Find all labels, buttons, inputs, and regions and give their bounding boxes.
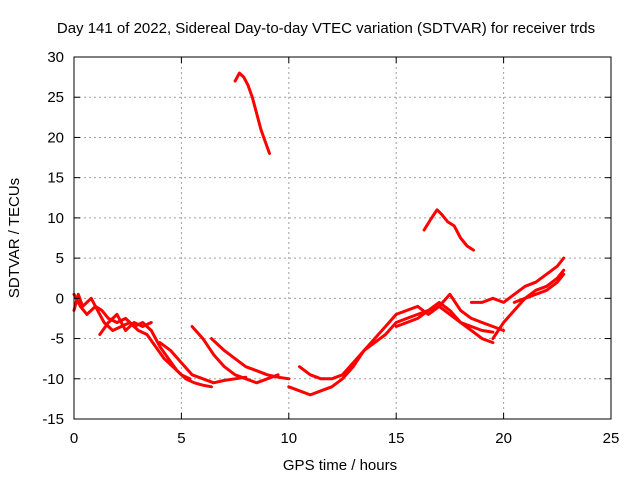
series-arc-12 xyxy=(491,272,566,341)
series-arc-9 xyxy=(298,300,495,381)
y-tick-label: 30 xyxy=(47,49,64,66)
x-tick-label: 15 xyxy=(388,430,405,447)
y-tick-labels: -15 -10 -5 0 5 10 15 20 25 30 xyxy=(42,49,64,428)
y-tick-label: 20 xyxy=(47,129,64,146)
series-arc-13 xyxy=(469,256,566,304)
series-arc-10 xyxy=(394,292,506,332)
x-tick-label: 5 xyxy=(177,430,185,447)
series-arc-11 xyxy=(422,208,475,252)
grid xyxy=(74,57,611,419)
series-arc-7 xyxy=(233,71,271,155)
y-tick-label: -5 xyxy=(51,331,64,348)
x-tick-labels: 0 5 10 15 20 25 xyxy=(70,430,620,447)
x-tick-label: 10 xyxy=(280,430,297,447)
y-tick-label: -15 xyxy=(42,411,64,428)
chart-title: Day 141 of 2022, Sidereal Day-to-day VTE… xyxy=(57,20,595,37)
x-tick-label: 25 xyxy=(603,430,620,447)
y-axis-label: SDTVAR / TECUs xyxy=(6,178,23,298)
x-axis-label: GPS time / hours xyxy=(283,457,397,474)
series-arc-8 xyxy=(287,304,495,397)
y-tick-label: 25 xyxy=(47,89,64,106)
y-tick-label: 0 xyxy=(56,290,64,307)
series-arc-3 xyxy=(98,312,153,336)
series-arc-4 xyxy=(158,341,248,385)
x-tick-label: 0 xyxy=(70,430,78,447)
series-arc-14 xyxy=(512,268,566,304)
y-tick-label: 15 xyxy=(47,170,64,187)
series-arc-6 xyxy=(210,337,291,381)
y-tick-label: 10 xyxy=(47,210,64,227)
series-arc-5 xyxy=(190,325,280,385)
series-group xyxy=(72,71,566,397)
series-arc-2 xyxy=(72,292,192,381)
plot-frame xyxy=(73,56,612,420)
y-tick-label: 5 xyxy=(56,250,64,267)
y-tick-label: -10 xyxy=(42,371,64,388)
x-tick-label: 20 xyxy=(495,430,512,447)
axis-ticks xyxy=(73,56,612,420)
